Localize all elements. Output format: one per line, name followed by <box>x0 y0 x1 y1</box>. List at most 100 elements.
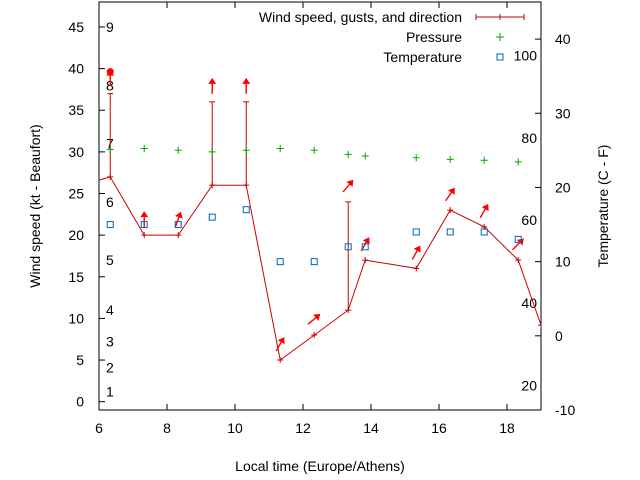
temperature-point <box>174 221 182 229</box>
fahrenheit-label: 60 <box>521 212 537 228</box>
wind-direction-arrow-head <box>313 313 321 321</box>
wind-speed-point <box>362 257 369 264</box>
plot-area <box>93 68 541 364</box>
wind-direction-arrow <box>445 187 455 202</box>
pressure-point <box>361 152 369 160</box>
pressure-point <box>106 145 114 153</box>
wind-gust-max-dot <box>106 68 114 76</box>
wind-direction-arrow-head <box>362 237 370 245</box>
wind-speed-point <box>277 357 284 364</box>
y-tick-label: 45 <box>68 19 84 35</box>
temperature-point <box>242 206 250 214</box>
wind-direction-arrow-head <box>277 337 285 345</box>
pressure-point <box>446 155 454 163</box>
wind-speed-point <box>141 232 148 239</box>
pressure-point <box>514 158 522 166</box>
beaufort-label: 2 <box>106 360 114 376</box>
y-tick-label: 5 <box>76 352 84 368</box>
legend-swatch-pressure <box>496 33 504 41</box>
y-tick-label: 0 <box>76 394 84 410</box>
wind-direction-arrow <box>307 313 321 325</box>
wind-speed-point <box>413 265 420 272</box>
wind-direction-arrow <box>342 179 354 193</box>
legend-label-pressure: Pressure <box>406 29 462 45</box>
y-tick-label: 20 <box>68 227 84 243</box>
legend-label-temperature: Temperature <box>383 49 462 65</box>
temperature-point <box>344 243 352 251</box>
wind-direction-arrow-head <box>242 77 251 84</box>
y2-tick-label: 10 <box>555 254 571 270</box>
wind-direction-arrow <box>275 337 285 352</box>
x-tick-label: 10 <box>227 420 243 436</box>
y-axis-label: Wind speed (kt - Beaufort) <box>27 124 43 287</box>
temperature-point <box>208 213 216 221</box>
x-tick-label: 18 <box>499 420 515 436</box>
beaufort-label: 6 <box>106 194 114 210</box>
y-tick-label: 25 <box>68 186 84 202</box>
y-tick-label: 40 <box>68 61 84 77</box>
pressure-point <box>412 154 420 162</box>
pressure-point <box>208 148 216 156</box>
temperature-point <box>361 243 369 251</box>
y2-tick-label: 20 <box>555 179 571 195</box>
beaufort-label: 3 <box>106 334 114 350</box>
wind-gust-bar <box>209 101 216 186</box>
wind-speed-point <box>93 178 99 184</box>
y-tick-label: 35 <box>68 102 84 118</box>
wind-direction-arrow <box>512 238 524 251</box>
temperature-point <box>412 228 420 236</box>
plot-frame <box>98 1 542 411</box>
wind-direction-arrow <box>208 77 217 94</box>
temperature-point <box>480 228 488 236</box>
beaufort-label: 4 <box>106 302 114 318</box>
wind-direction-arrow-head <box>413 245 421 253</box>
temperature-point <box>446 228 454 236</box>
wind-direction-arrow <box>242 77 251 94</box>
wind-direction-arrow-head <box>481 203 489 212</box>
temperature-point <box>276 258 284 266</box>
wind-speed-line <box>99 176 541 361</box>
x-tick-label: 6 <box>95 420 103 436</box>
wind-speed-point <box>175 232 182 239</box>
legend-label-wind: Wind speed, gusts, and direction <box>259 9 462 25</box>
y-tick-label: 10 <box>68 310 84 326</box>
wind-direction-arrow-shaft <box>174 215 181 227</box>
wind-speed-point <box>515 257 522 264</box>
wind-direction-arrow-head <box>346 179 354 187</box>
pressure-point <box>480 156 488 164</box>
wind-direction-arrow-head <box>208 77 217 84</box>
wind-speed-point <box>311 332 318 339</box>
x-axis-label: Local time (Europe/Athens) <box>235 458 405 474</box>
x-tick-label: 14 <box>363 420 379 436</box>
y-tick-label: 15 <box>68 269 84 285</box>
wind-gust-bar <box>345 201 352 311</box>
wind-speed-point <box>447 207 454 214</box>
temperature-point <box>310 258 318 266</box>
temperature-point <box>514 235 522 243</box>
wind-direction-arrow-shaft <box>307 315 318 325</box>
x-tick-label: 16 <box>431 420 447 436</box>
pressure-point <box>276 145 284 153</box>
y2-tick-label: 30 <box>555 105 571 121</box>
legend-swatch-temperature <box>496 53 504 61</box>
fahrenheit-label: 80 <box>521 130 537 146</box>
beaufort-label: 9 <box>106 19 114 35</box>
wind-gust-bar <box>243 101 250 186</box>
fahrenheit-label: 100 <box>514 47 538 63</box>
y-tick-label: 30 <box>68 144 84 160</box>
beaufort-label: 1 <box>106 384 114 400</box>
temperature-point <box>140 221 148 229</box>
wind-gust-bar <box>107 93 114 177</box>
pressure-point <box>174 146 182 154</box>
pressure-point <box>242 146 250 154</box>
pressure-point <box>310 146 318 154</box>
wind-direction-arrow <box>411 245 421 260</box>
wind-direction-arrow <box>174 211 183 227</box>
wind-speed-point <box>538 322 541 329</box>
pressure-point <box>140 145 148 153</box>
beaufort-label: 5 <box>106 252 114 268</box>
wind-direction-arrow-head <box>175 211 183 219</box>
y2-tick-label: 40 <box>555 31 571 47</box>
fahrenheit-label: 20 <box>521 378 537 394</box>
